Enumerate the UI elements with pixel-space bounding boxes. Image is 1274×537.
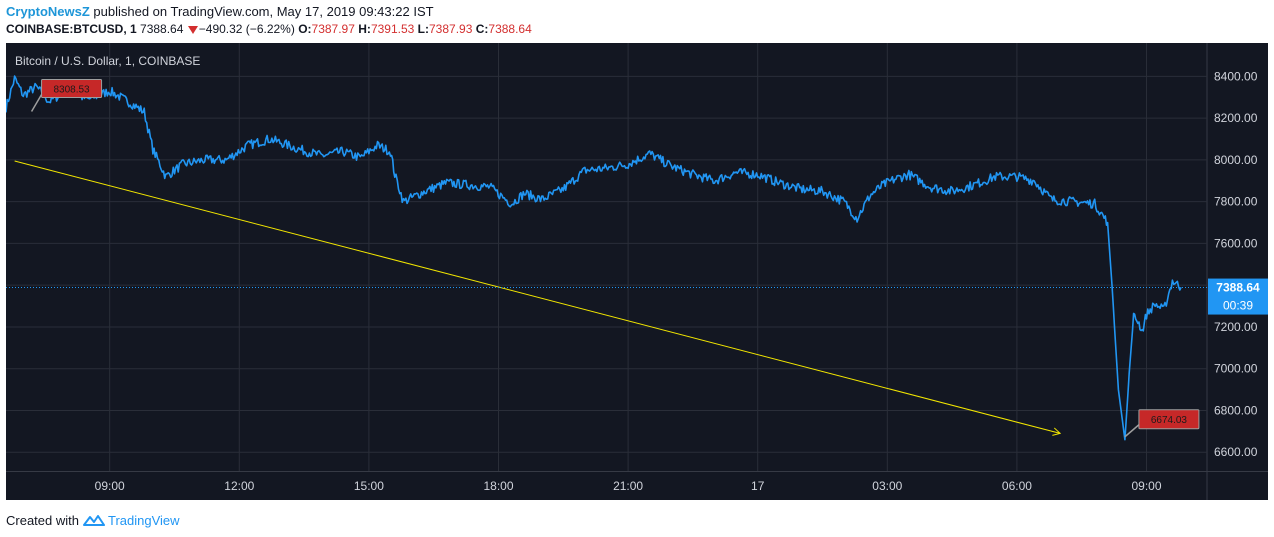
price-tick-label: 7600.00 — [1214, 236, 1258, 250]
time-axis-labels: 09:00 12:00 15:00 18:00 21:00 17 03:00 06:00 09:… — [95, 479, 1162, 493]
high-label: H: — [358, 22, 371, 36]
trend-line — [14, 160, 1061, 434]
price-tick-label: 7000.00 — [1214, 362, 1258, 376]
price-tick-label: 6800.00 — [1214, 403, 1258, 417]
time-tick-label: 03:00 — [872, 479, 902, 493]
callout-pointer — [1124, 424, 1140, 438]
time-tick-label: 15:00 — [354, 479, 384, 493]
time-tick-label: 17 — [751, 479, 765, 493]
price-change: −490.32 (−6.22%) — [198, 22, 295, 36]
bar-countdown-label: 00:39 — [1223, 299, 1253, 313]
symbol-bar: COINBASE:BTCUSD, 1 7388.64 −490.32 (−6.2… — [6, 22, 532, 40]
footer: Created with TradingView — [6, 511, 180, 529]
callout-box — [1138, 409, 1200, 430]
price-line — [6, 75, 1182, 441]
current-price-badge — [1208, 278, 1268, 315]
callout-pointer — [30, 94, 43, 112]
plot-background — [6, 43, 1207, 471]
price-tick-label: 8400.00 — [1214, 69, 1258, 83]
low-value: 7387.93 — [429, 22, 473, 36]
published-text: published on TradingView.com, May 17, 20… — [89, 4, 434, 19]
price-chart[interactable]: 6600.006800.007000.007200.007400.007600.… — [6, 43, 1268, 500]
price-tick-label: 6600.00 — [1214, 445, 1258, 459]
low-label: L: — [417, 22, 429, 36]
time-tick-label: 09:00 — [1132, 479, 1162, 493]
time-tick-label: 09:00 — [95, 479, 125, 493]
price-tick-label: 7200.00 — [1214, 320, 1258, 334]
high-value: 7391.53 — [370, 22, 415, 36]
time-axis-background — [6, 471, 1268, 500]
callout-label-low: 6674.03 — [1151, 415, 1188, 426]
callout-box — [41, 79, 103, 99]
tradingview-link[interactable]: TradingView — [107, 512, 180, 528]
price-tick-label: 7800.00 — [1214, 195, 1258, 209]
time-tick-label: 12:00 — [224, 479, 254, 493]
publish-line: CryptoNewsZ published on TradingView.com… — [6, 4, 434, 22]
chart-title: Bitcoin / U.S. Dollar, 1, COINBASE — [15, 54, 200, 68]
last-price: 7388.64 — [140, 22, 184, 36]
grid-lines — [6, 43, 1207, 471]
callout-label-high: 8308.53 — [53, 85, 90, 96]
price-tick-label: 8000.00 — [1214, 153, 1258, 167]
time-tick-label: 21:00 — [613, 479, 643, 493]
time-tick-label: 06:00 — [1002, 479, 1032, 493]
close-label: C: — [475, 22, 489, 36]
symbol-name: COINBASE:BTCUSD, 1 — [6, 22, 137, 36]
created-with-text: Created with — [6, 512, 79, 528]
trend-line-group — [14, 160, 1062, 436]
price-axis-background — [1207, 43, 1268, 471]
price-callouts: 8308.53 6674.03 — [30, 79, 1200, 438]
price-tick-label: 8200.00 — [1214, 111, 1258, 125]
tradingview-logo-icon — [82, 515, 105, 526]
current-price-label: 7388.64 — [1216, 281, 1260, 295]
open-label: O: — [298, 22, 312, 36]
open-value: 7387.97 — [311, 22, 355, 36]
publisher-link[interactable]: CryptoNewsZ — [6, 4, 90, 19]
close-value: 7388.64 — [488, 22, 532, 36]
price-series-group — [6, 75, 1182, 441]
trend-arrow-head — [1052, 427, 1062, 436]
current-price-marker: 7388.64 00:39 — [6, 278, 1268, 315]
time-tick-label: 18:00 — [483, 479, 513, 493]
down-arrow-icon — [187, 26, 198, 34]
